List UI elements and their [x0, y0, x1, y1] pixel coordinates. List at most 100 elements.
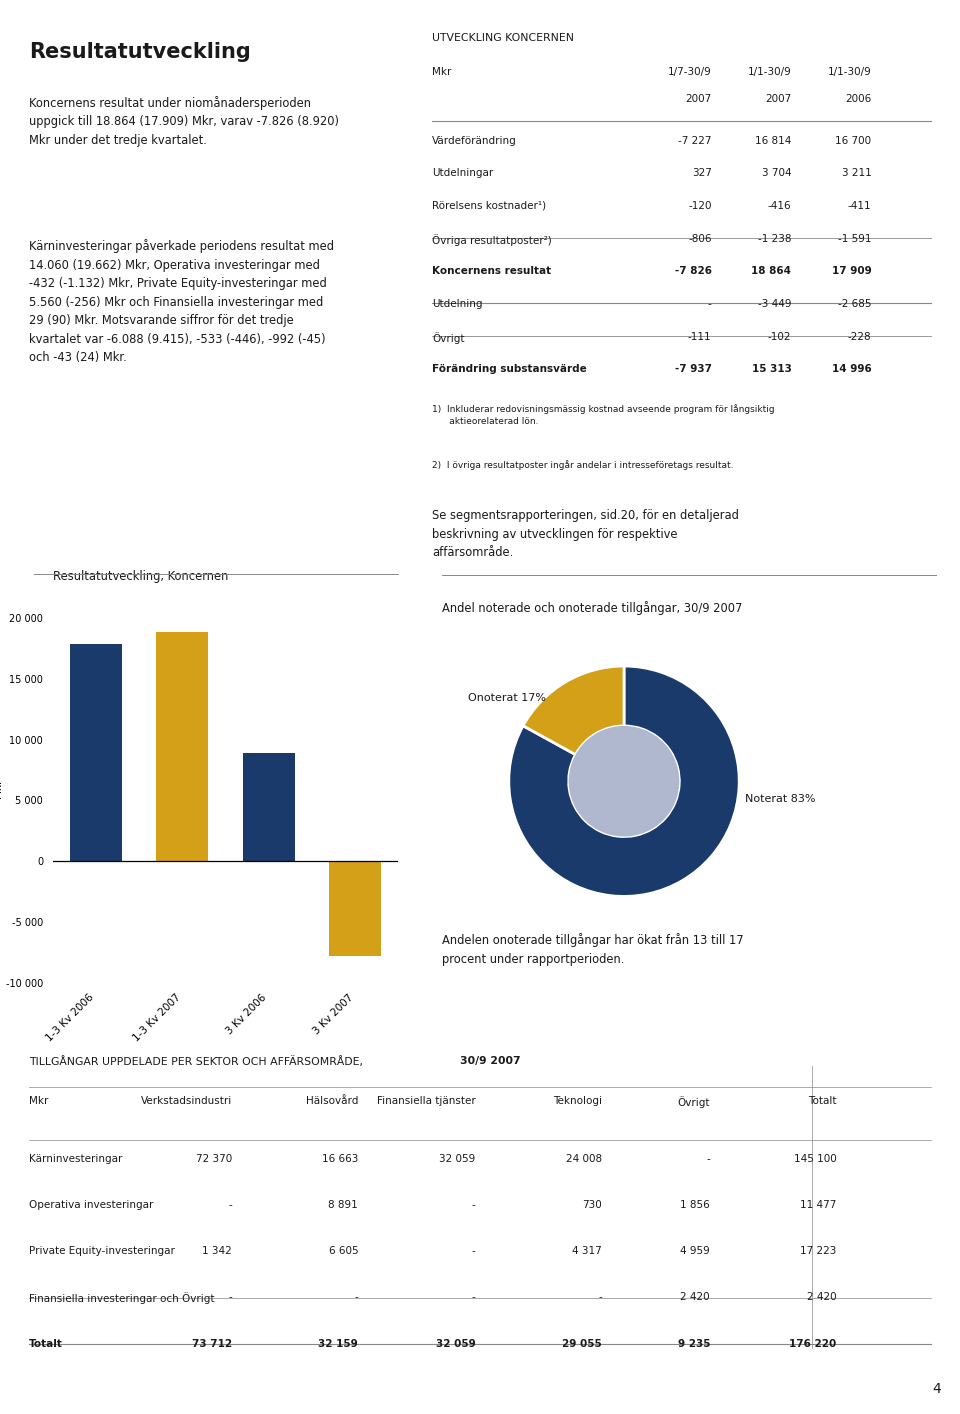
Text: -228: -228: [848, 332, 872, 342]
Text: 14 996: 14 996: [831, 365, 872, 375]
Text: Se segmentsrapporteringen, sid.20, för en detaljerad
beskrivning av utvecklingen: Se segmentsrapporteringen, sid.20, för e…: [432, 509, 739, 559]
Wedge shape: [509, 666, 739, 896]
Text: 1/1-30/9: 1/1-30/9: [828, 68, 872, 78]
Text: -: -: [598, 1292, 602, 1302]
Text: Resultatutveckling: Resultatutveckling: [29, 42, 251, 62]
Text: -7 227: -7 227: [678, 136, 711, 146]
Text: Utdelning: Utdelning: [432, 298, 483, 310]
Text: 176 220: 176 220: [789, 1339, 836, 1349]
Text: -416: -416: [768, 201, 791, 211]
Y-axis label: Mkr: Mkr: [0, 779, 3, 797]
Text: -: -: [708, 298, 711, 310]
Text: 730: 730: [582, 1200, 602, 1210]
Text: Andel noterade och onoterade tillgångar, 30/9 2007: Andel noterade och onoterade tillgångar,…: [442, 601, 742, 615]
Text: TILLGÅNGAR UPPDELADE PER SEKTOR OCH AFFÄRSOMRÅDE,: TILLGÅNGAR UPPDELADE PER SEKTOR OCH AFFÄ…: [29, 1056, 367, 1068]
Text: -3 449: -3 449: [758, 298, 791, 310]
Text: 11 477: 11 477: [800, 1200, 836, 1210]
Text: -120: -120: [688, 201, 711, 211]
Text: Utdelningar: Utdelningar: [432, 168, 493, 178]
Text: Onoterat 17%: Onoterat 17%: [468, 693, 546, 703]
Text: 2 420: 2 420: [681, 1292, 710, 1302]
Text: Förändring substansvärde: Förändring substansvärde: [432, 365, 587, 375]
Text: Operativa investeringar: Operativa investeringar: [29, 1200, 154, 1210]
Text: 2006: 2006: [845, 95, 872, 105]
Text: 3 704: 3 704: [762, 168, 791, 178]
Text: Andelen onoterade tillgångar har ökat från 13 till 17
procent under rapportperio: Andelen onoterade tillgångar har ökat fr…: [442, 933, 743, 966]
Text: 2 420: 2 420: [806, 1292, 836, 1302]
Text: Teknologi: Teknologi: [553, 1096, 602, 1106]
Text: 4: 4: [932, 1383, 941, 1396]
Text: 4 317: 4 317: [572, 1246, 602, 1256]
Bar: [70, 643, 122, 861]
Text: Resultatutveckling, Koncernen: Resultatutveckling, Koncernen: [53, 570, 228, 583]
Text: 6 605: 6 605: [328, 1246, 358, 1256]
Text: 16 700: 16 700: [835, 136, 872, 146]
Text: 24 008: 24 008: [565, 1154, 602, 1164]
Text: -411: -411: [848, 201, 872, 211]
Text: 2007: 2007: [765, 95, 791, 105]
Text: 32 159: 32 159: [319, 1339, 358, 1349]
Text: 1 856: 1 856: [681, 1200, 710, 1210]
Text: -7 826: -7 826: [675, 266, 711, 276]
Text: UTVECKLING KONCERNEN: UTVECKLING KONCERNEN: [432, 33, 574, 44]
Text: Totalt: Totalt: [29, 1339, 62, 1349]
Text: 17 909: 17 909: [831, 266, 872, 276]
Text: -: -: [471, 1246, 475, 1256]
Text: 32 059: 32 059: [436, 1339, 475, 1349]
Text: Private Equity-investeringar: Private Equity-investeringar: [29, 1246, 175, 1256]
Text: 72 370: 72 370: [196, 1154, 231, 1164]
Text: Mkr: Mkr: [29, 1096, 48, 1106]
Text: -: -: [228, 1292, 231, 1302]
Text: -102: -102: [768, 332, 791, 342]
Text: 17 223: 17 223: [800, 1246, 836, 1256]
Text: Mkr: Mkr: [432, 68, 451, 78]
Text: 73 712: 73 712: [192, 1339, 231, 1349]
Text: 4 959: 4 959: [681, 1246, 710, 1256]
Text: 1/7-30/9: 1/7-30/9: [668, 68, 711, 78]
Text: -: -: [707, 1154, 710, 1164]
Text: -2 685: -2 685: [838, 298, 872, 310]
Bar: [329, 861, 381, 956]
Text: 16 663: 16 663: [322, 1154, 358, 1164]
Text: 327: 327: [691, 168, 711, 178]
Text: -806: -806: [688, 233, 711, 243]
Circle shape: [568, 725, 680, 837]
Text: 3 211: 3 211: [842, 168, 872, 178]
Text: Verkstadsindustri: Verkstadsindustri: [140, 1096, 231, 1106]
Text: Noterat 83%: Noterat 83%: [745, 793, 815, 803]
Text: Övrigt: Övrigt: [678, 1096, 710, 1109]
Text: 145 100: 145 100: [794, 1154, 836, 1164]
Text: -1 238: -1 238: [758, 233, 791, 243]
Text: 2)  I övriga resultatposter ingår andelar i intresseföretags resultat.: 2) I övriga resultatposter ingår andelar…: [432, 461, 733, 471]
Text: Rörelsens kostnader¹): Rörelsens kostnader¹): [432, 201, 546, 211]
Text: 30/9 2007: 30/9 2007: [460, 1056, 520, 1066]
Text: Kärninvesteringar påverkade periodens resultat med
14.060 (19.662) Mkr, Operativ: Kärninvesteringar påverkade periodens re…: [29, 239, 334, 365]
Text: -: -: [228, 1200, 231, 1210]
Text: 32 059: 32 059: [440, 1154, 475, 1164]
Text: 2007: 2007: [685, 95, 711, 105]
Text: Hälsovård: Hälsovård: [306, 1096, 358, 1106]
Text: -111: -111: [688, 332, 711, 342]
Text: Värdeförändring: Värdeförändring: [432, 136, 516, 146]
Text: 1/1-30/9: 1/1-30/9: [748, 68, 791, 78]
Wedge shape: [523, 666, 624, 755]
Text: -1 591: -1 591: [838, 233, 872, 243]
Text: 1 342: 1 342: [203, 1246, 231, 1256]
Text: Övrigt: Övrigt: [432, 332, 465, 344]
Text: 16 814: 16 814: [756, 136, 791, 146]
Text: -7 937: -7 937: [675, 365, 711, 375]
Text: -: -: [471, 1292, 475, 1302]
Text: 29 055: 29 055: [562, 1339, 602, 1349]
Text: Övriga resultatposter²): Övriga resultatposter²): [432, 233, 552, 246]
Text: Finansiella investeringar och Övrigt: Finansiella investeringar och Övrigt: [29, 1292, 214, 1304]
Text: 1)  Inkluderar redovisningsmässig kostnad avseende program för långsiktig
      : 1) Inkluderar redovisningsmässig kostnad…: [432, 404, 775, 426]
Text: Totalt: Totalt: [808, 1096, 836, 1106]
Text: -: -: [471, 1200, 475, 1210]
Text: 8 891: 8 891: [328, 1200, 358, 1210]
Text: 9 235: 9 235: [678, 1339, 710, 1349]
Text: -: -: [354, 1292, 358, 1302]
Text: Koncernens resultat under niomånadersperioden
uppgick till 18.864 (17.909) Mkr, : Koncernens resultat under niomånadersper…: [29, 96, 339, 147]
Text: Kärninvesteringar: Kärninvesteringar: [29, 1154, 122, 1164]
Text: Finansiella tjänster: Finansiella tjänster: [376, 1096, 475, 1106]
Bar: [156, 632, 208, 861]
